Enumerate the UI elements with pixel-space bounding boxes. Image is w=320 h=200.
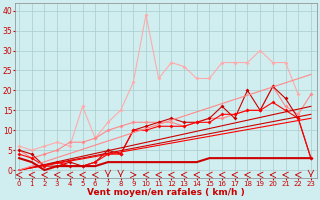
X-axis label: Vent moyen/en rafales ( km/h ): Vent moyen/en rafales ( km/h ) (87, 188, 245, 197)
